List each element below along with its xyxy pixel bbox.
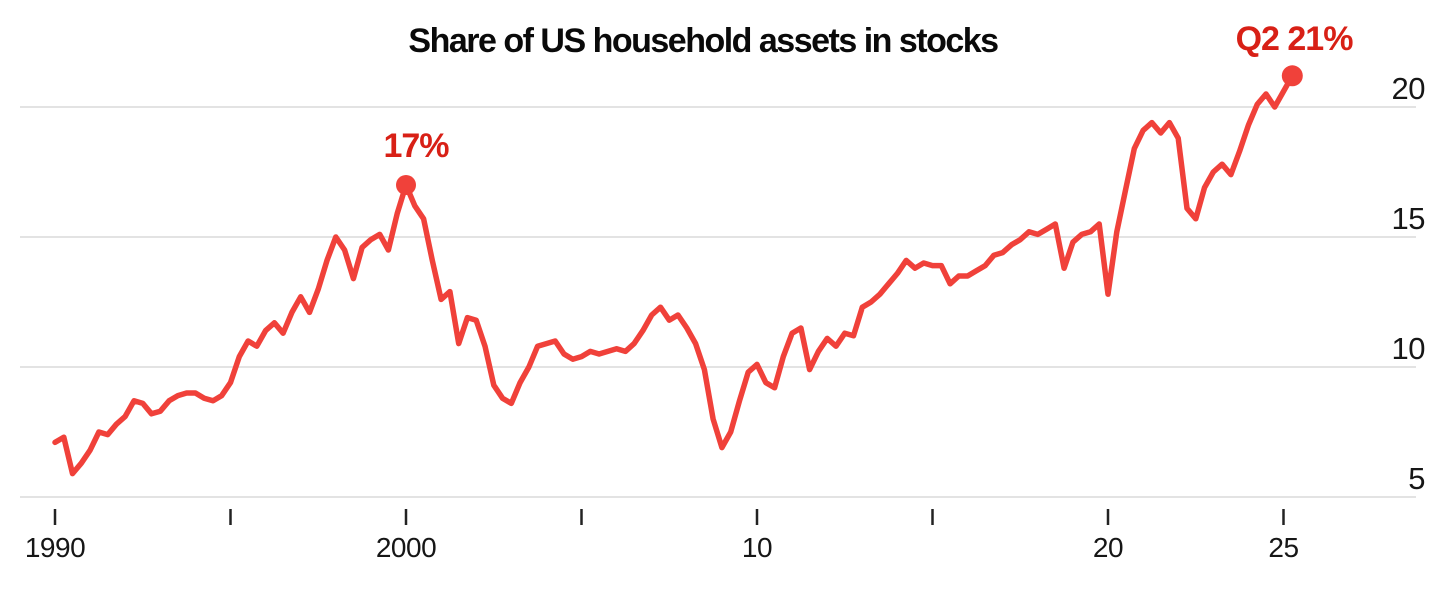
x-axis-label-2000: 2000 — [375, 532, 437, 563]
x-axis-label-25: 25 — [1268, 532, 1299, 563]
marker-latest — [1281, 65, 1303, 87]
annotation-2000-peak-label: 17% — [383, 127, 449, 165]
y-axis-label-5: 5 — [1408, 461, 1425, 496]
x-axis-label-20: 20 — [1092, 532, 1124, 563]
stock-share-line — [52, 73, 1296, 477]
annotation-latest-label: Q2 21% — [1235, 20, 1354, 58]
marker-2000-peak — [396, 175, 416, 195]
x-axis-label-10: 10 — [741, 532, 773, 563]
x-axis-label-1990: 1990 — [24, 532, 86, 563]
y-axis-label-10: 10 — [1391, 331, 1426, 366]
y-axis-label-20: 20 — [1391, 71, 1426, 106]
y-axis-label-15: 15 — [1391, 201, 1426, 236]
chart-title: Share of US household assets in stocks — [408, 22, 999, 60]
